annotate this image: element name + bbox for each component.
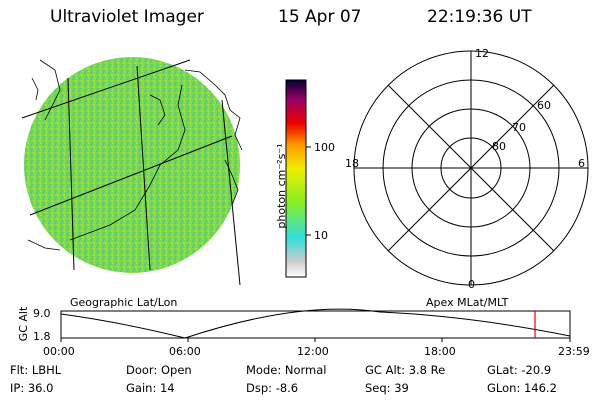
coastline [31, 77, 39, 101]
orbit-xtick-label: 00:00 [43, 345, 75, 358]
geo-grid-line [67, 77, 75, 271]
coastline [224, 159, 239, 206]
colorbar [285, 79, 311, 278]
info-seq: Seq: 39 [365, 381, 409, 395]
page-title: Ultraviolet Imager [50, 7, 204, 27]
info-dsp: Dsp: -8.6 [246, 381, 299, 395]
info-ip-value: 36.0 [27, 381, 54, 395]
info-door-value: Open [160, 363, 192, 377]
mlt-label-0: 0 [468, 278, 475, 291]
geo-grid-line [136, 65, 151, 271]
info-glat: GLat: -20.9 [487, 363, 552, 377]
orbit-xtick-label: 12:00 [297, 345, 329, 358]
polar-grid [353, 50, 589, 286]
uv-image-panel [21, 57, 243, 286]
info-seq-value: 39 [394, 381, 409, 395]
info-glat-value: -20.9 [521, 363, 552, 377]
polar-panel-label: Apex MLat/MLT [426, 296, 509, 309]
colorbar-tick-label-100: 100 [314, 141, 335, 154]
mlat-label-80: 80 [492, 140, 506, 153]
mlat-label-60: 60 [537, 99, 551, 112]
info-door: Door: Open [126, 363, 192, 377]
info-glon-value: 146.2 [523, 381, 557, 395]
geo-panel-label: Geographic Lat/Lon [70, 296, 178, 309]
geo-grid-line [29, 135, 233, 216]
info-glon: GLon: 146.2 [487, 381, 557, 395]
coastline [69, 84, 186, 241]
orbit-plot [60, 308, 571, 342]
orbit-altitude-curve [60, 308, 571, 339]
geo-grid-line [21, 59, 191, 119]
mlt-label-6: 6 [578, 157, 585, 170]
coastline [27, 239, 61, 251]
mlt-label-12: 12 [475, 47, 489, 60]
orbit-ytick-top: 9.0 [33, 307, 51, 320]
info-mode: Mode: Normal [246, 363, 327, 377]
coastline [39, 59, 61, 121]
header-date: 15 Apr 07 [278, 7, 362, 27]
header-time: 22:19:36 UT [427, 7, 532, 27]
coastline [149, 94, 166, 126]
info-mode-value: Normal [284, 363, 327, 377]
info-gain-value: 14 [159, 381, 175, 395]
colorbar-tick-label-10: 10 [314, 229, 328, 242]
orbit-xtick-label: 18:00 [424, 345, 456, 358]
info-gc-alt: GC Alt: 3.8 Re [365, 363, 446, 377]
geo-grid-line [221, 99, 241, 286]
mlat-label-70: 70 [512, 121, 526, 134]
info-dsp-value: -8.6 [275, 381, 299, 395]
colorbar-unit-label: photon cm⁻²s⁻¹ [275, 143, 288, 229]
mlt-label-18: 18 [345, 157, 359, 170]
orbit-plot-frame [60, 310, 571, 339]
orbit-ylabel: GC Alt [17, 306, 30, 342]
info-filter: Flt: LBHL [10, 363, 62, 377]
uv-image-disc [24, 57, 240, 273]
orbit-ytick-bottom: 1.8 [33, 330, 51, 343]
coastline [184, 69, 243, 151]
orbit-xtick-label: 23:59 [558, 345, 590, 358]
info-filter-value: LBHL [31, 363, 62, 377]
colorbar-gradient [285, 79, 307, 278]
mlt-diagonal [387, 84, 555, 252]
orbit-xtick-label: 06:00 [169, 345, 201, 358]
info-gain: Gain: 14 [126, 381, 175, 395]
info-ip: IP: 36.0 [10, 381, 54, 395]
info-gc-alt-value: 3.8 Re [408, 363, 446, 377]
